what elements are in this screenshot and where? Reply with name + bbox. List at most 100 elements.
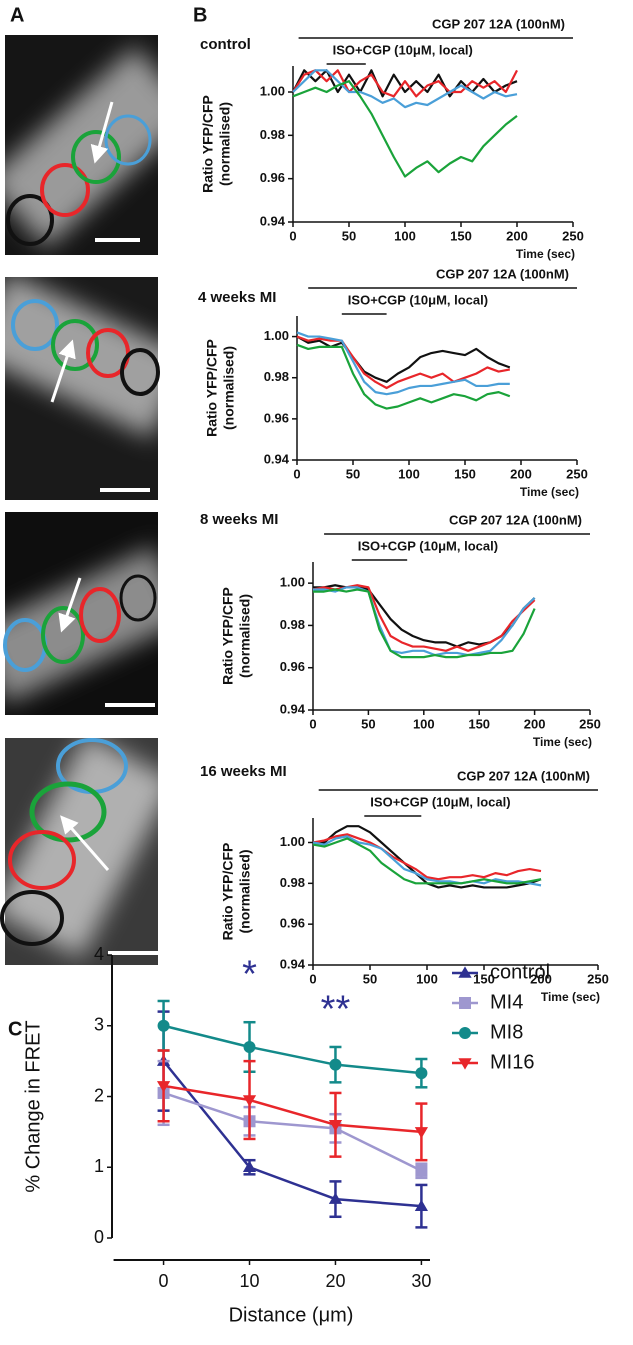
legend-marker: [458, 966, 472, 978]
x-tick-label: 20: [325, 1271, 345, 1291]
x-tick-label: 150: [454, 466, 476, 481]
x-tick-label: 100: [394, 228, 416, 243]
y-axis-label: Ratio YFP/CFP: [220, 843, 236, 941]
annotation: CGP 207 12A (100nM): [436, 266, 569, 281]
annotation: ISO+CGP (10μM, local): [348, 292, 488, 307]
series-line: [292, 80, 518, 178]
x-tick-label: 200: [524, 716, 546, 731]
y-tick-label: 1.00: [260, 83, 285, 98]
y-tick-label: 0.96: [260, 170, 285, 185]
series-line: [313, 584, 536, 648]
x-tick-label: 150: [468, 716, 490, 731]
legend-marker: [458, 1058, 472, 1070]
series-line: [312, 837, 542, 885]
marker: [156, 1081, 171, 1093]
series-line: [313, 588, 536, 659]
x-tick-label: 200: [510, 466, 532, 481]
legend-label: MI16: [490, 1051, 534, 1073]
x-tick-label: 50: [346, 466, 360, 481]
series-line: [163, 1024, 422, 1075]
y-tick-label: 0.94: [264, 451, 290, 466]
series-line: [163, 1091, 422, 1172]
x-axis-label: Time (sec): [541, 990, 600, 1004]
series-line: [296, 343, 511, 410]
x-tick-label: 250: [562, 228, 584, 243]
y-tick-label: 1.00: [280, 834, 305, 849]
marker: [328, 1120, 343, 1132]
y-tick-label: 1: [94, 1156, 104, 1176]
marker: [242, 1160, 257, 1173]
marker: [329, 1058, 342, 1071]
panel-label: C: [8, 1018, 22, 1040]
x-tick-label: 150: [473, 971, 495, 986]
micrograph: [5, 35, 158, 255]
x-tick-label: 200: [530, 971, 552, 986]
micrograph: [3, 512, 158, 715]
annotation: CGP 207 12A (100nM): [449, 512, 582, 527]
marker: [328, 1192, 343, 1204]
y-axis-label: Ratio YFP/CFP: [220, 587, 236, 685]
y-tick-label: 0.96: [280, 659, 305, 674]
x-tick-label: 250: [587, 971, 609, 986]
marker: [414, 1127, 429, 1139]
x-tick-label: 50: [363, 971, 377, 986]
series-line: [312, 833, 542, 881]
x-tick-label: 0: [159, 1271, 169, 1291]
marker: [414, 1199, 429, 1211]
y-tick-label: 0.98: [264, 369, 289, 384]
chart-title: 16 weeks MI: [200, 763, 287, 780]
legend-label: MI8: [490, 1021, 523, 1043]
y-tick-label: 0.96: [280, 916, 305, 931]
marker: [243, 1040, 256, 1053]
marker: [415, 1067, 428, 1080]
y-tick-label: 2: [94, 1085, 104, 1105]
x-tick-label: 50: [342, 228, 356, 243]
annotation: ISO+CGP (10μM, local): [333, 42, 473, 57]
y-axis-label: (normalised): [217, 102, 233, 186]
series-line: [313, 586, 536, 657]
x-tick-label: 0: [289, 228, 296, 243]
y-tick-label: 0.94: [260, 213, 286, 228]
y-axis-label: % Change in FRET: [22, 1020, 44, 1192]
series-line: [296, 335, 510, 390]
series-line: [162, 1060, 422, 1208]
x-tick-label: 0: [293, 466, 300, 481]
chart-title: 4 weeks MI: [198, 289, 276, 306]
annotation: ISO+CGP (10μM, local): [358, 538, 498, 553]
legend-marker: [459, 997, 471, 1009]
legend-marker: [459, 1027, 471, 1039]
marker: [242, 1095, 257, 1107]
y-tick-label: 0.96: [264, 410, 289, 425]
x-tick-label: 30: [411, 1271, 431, 1291]
legend-label: MI4: [490, 991, 523, 1013]
y-tick-label: 0.98: [280, 617, 305, 632]
chart-title: 8 weeks MI: [200, 511, 278, 528]
annotation: *: [242, 953, 257, 995]
y-tick-label: 0: [94, 1227, 104, 1247]
x-axis-label: Time (sec): [516, 247, 575, 261]
y-tick-label: 0.94: [280, 956, 306, 971]
x-tick-label: 100: [413, 716, 435, 731]
x-tick-label: 0: [309, 971, 316, 986]
y-tick-label: 0.98: [280, 875, 305, 890]
panel-label: B: [193, 4, 207, 26]
micrograph: [5, 277, 160, 500]
micrograph: [0, 738, 158, 965]
y-tick-label: 0.94: [280, 701, 306, 716]
series-line: [312, 835, 542, 887]
x-tick-label: 100: [416, 971, 438, 986]
x-axis-label: Time (sec): [520, 485, 579, 499]
x-tick-label: 150: [450, 228, 472, 243]
x-axis-label: Distance (μm): [229, 1304, 354, 1326]
y-tick-label: 1.00: [264, 328, 289, 343]
x-tick-label: 200: [506, 228, 528, 243]
y-tick-label: 0.98: [260, 127, 285, 142]
y-axis-label: Ratio YFP/CFP: [200, 95, 216, 193]
y-axis-label: (normalised): [237, 849, 253, 933]
y-axis-label: (normalised): [237, 594, 253, 678]
x-tick-label: 100: [398, 466, 420, 481]
series-line: [163, 1084, 422, 1134]
chart-title: control: [200, 36, 251, 53]
x-tick-label: 10: [239, 1271, 259, 1291]
